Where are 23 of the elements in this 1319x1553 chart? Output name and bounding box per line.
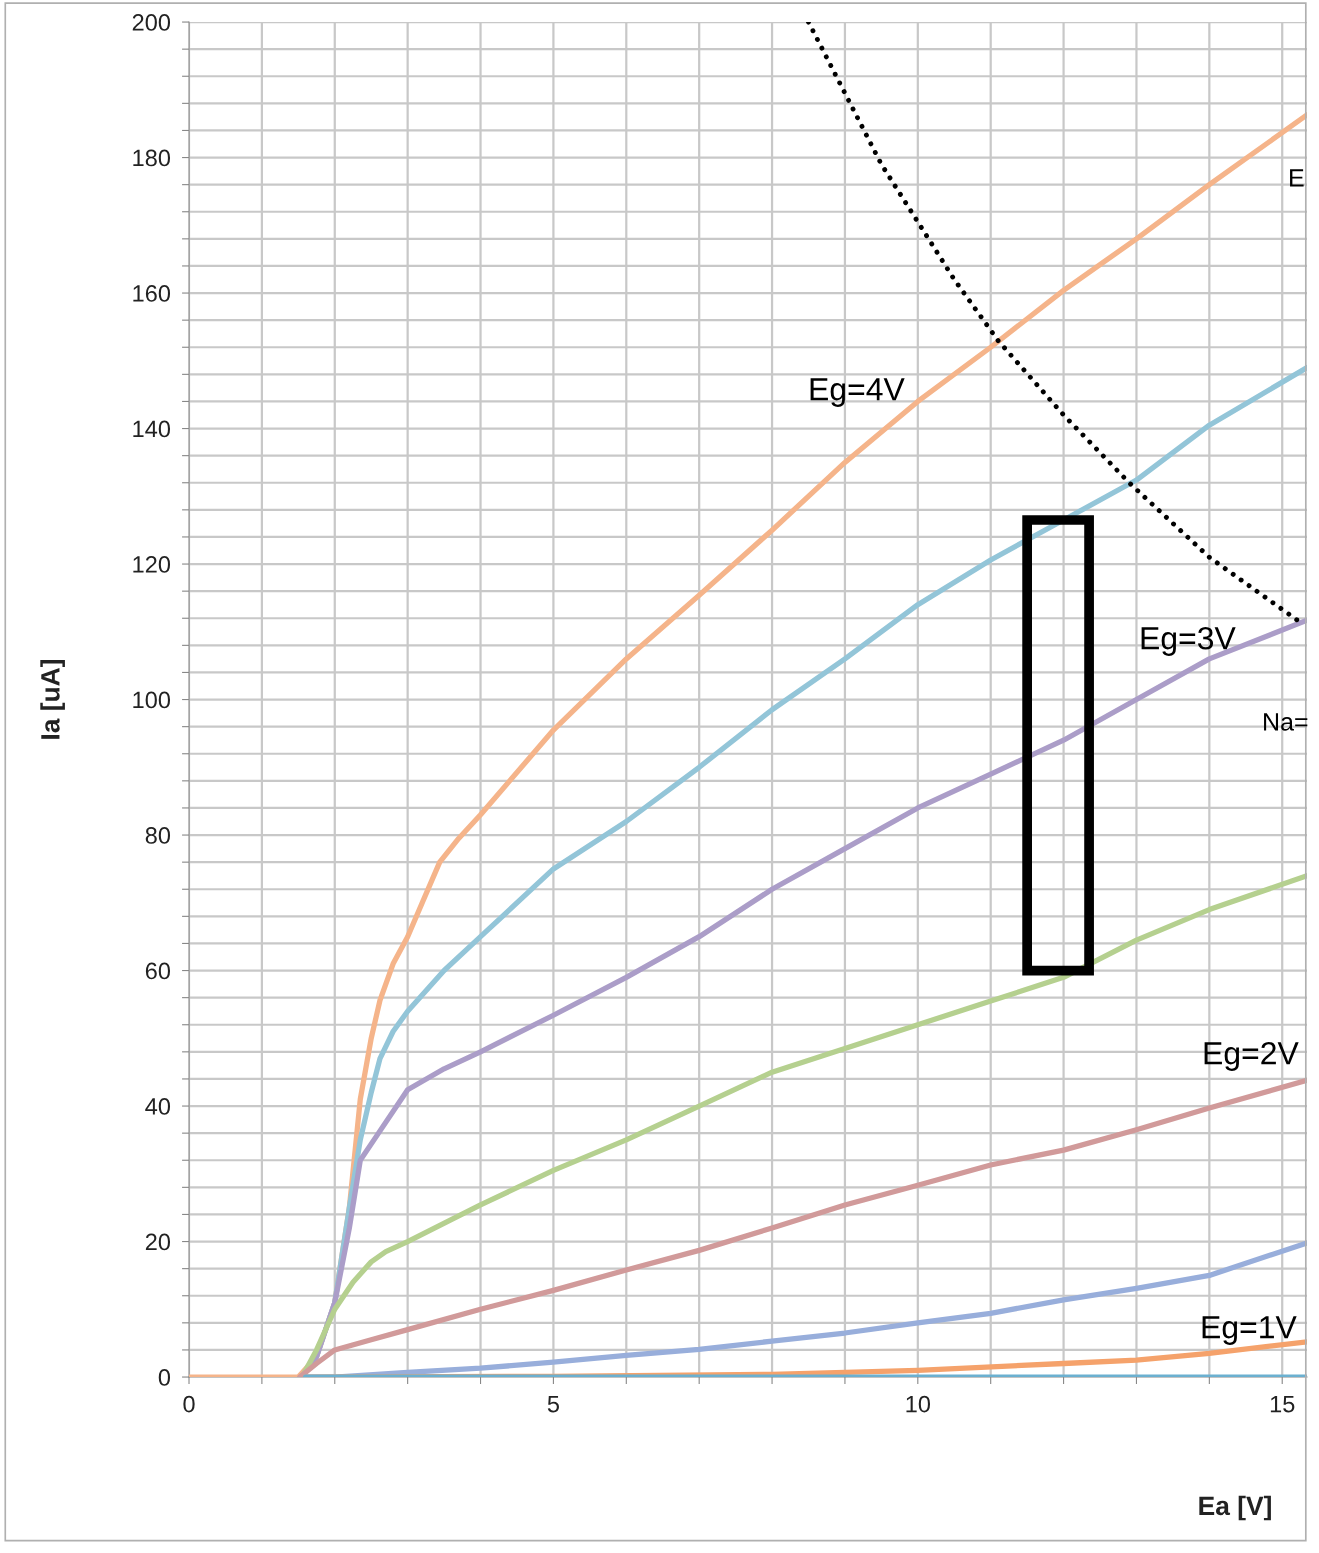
x-tick-label: 15 [1270, 1395, 1295, 1413]
y-tick-label: 160 [133, 285, 171, 302]
y-tick-label: 120 [133, 556, 171, 573]
annotation: Eg=2V [1204, 1041, 1299, 1071]
x-tick-label: 10 [906, 1395, 931, 1413]
y-tick-label: 80 [145, 827, 171, 844]
y-axis-title: Ia [uA] [40, 659, 65, 739]
y-tick-label: 180 [133, 149, 171, 167]
y-tick-label: 40 [145, 1098, 171, 1115]
y-tick-label: 60 [145, 962, 171, 980]
annotation: Na= [1264, 713, 1308, 731]
y-tick-label: 140 [133, 420, 171, 438]
annotation: E [1290, 169, 1304, 187]
y-tick-label: 100 [133, 691, 171, 709]
annotation: Eg=1V [1202, 1316, 1297, 1345]
y-tick-label: 0 [158, 1369, 171, 1386]
x-tick-label: 5 [547, 1395, 559, 1413]
y-tick-label: 200 [132, 14, 171, 31]
x-axis-title: Ea [V] [1199, 1495, 1271, 1521]
y-tick-label: 20 [145, 1233, 171, 1251]
annotation: Eg=4V [810, 378, 905, 407]
annotation: Eg=3V [1141, 626, 1236, 656]
x-tick-label: 0 [183, 1395, 195, 1413]
